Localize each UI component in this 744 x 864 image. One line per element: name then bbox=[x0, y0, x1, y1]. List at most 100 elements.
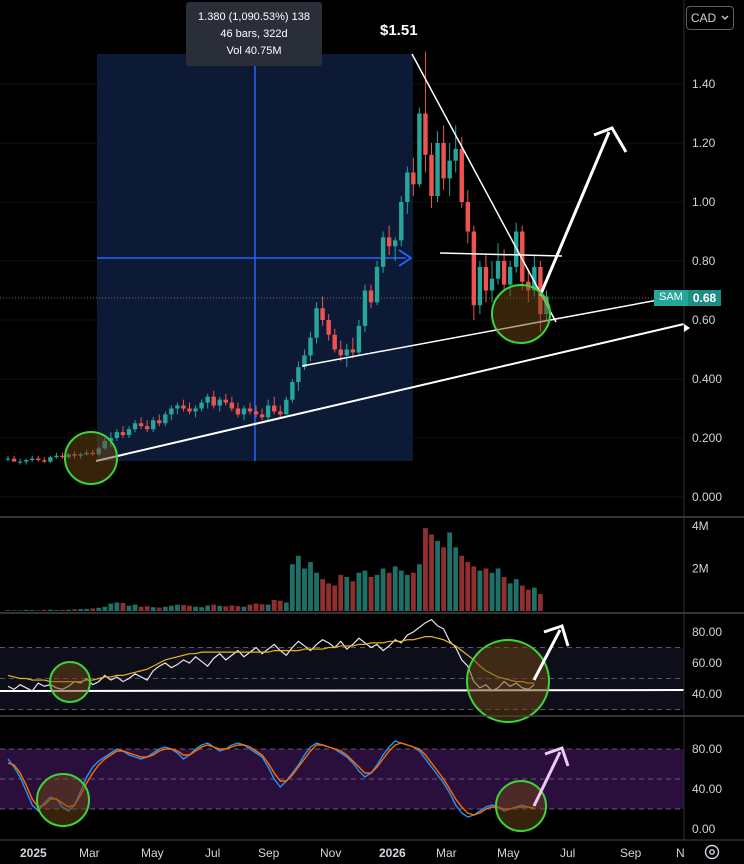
candle-body bbox=[495, 261, 501, 279]
candle-body bbox=[332, 334, 337, 350]
volume-bar bbox=[11, 610, 17, 611]
time-tick-label: 2026 bbox=[379, 846, 406, 860]
stoch-d-line bbox=[7, 742, 535, 816]
volume-bar bbox=[150, 607, 156, 611]
volume-bar bbox=[489, 572, 495, 611]
volume-bar bbox=[362, 570, 368, 611]
candle-body bbox=[54, 455, 59, 458]
candle-body bbox=[144, 426, 150, 430]
time-tick-label: Sep bbox=[258, 846, 280, 860]
volume-bar bbox=[199, 607, 204, 611]
stoch-tick-label: 40.00 bbox=[692, 782, 722, 796]
rsi-tick-label: 80.00 bbox=[692, 625, 722, 639]
candle-body bbox=[405, 172, 410, 202]
candle-body bbox=[483, 266, 489, 291]
volume-bar bbox=[404, 574, 410, 611]
volume-bar bbox=[54, 610, 59, 611]
candle-body bbox=[265, 405, 271, 418]
volume-bar bbox=[156, 607, 162, 611]
volume-bar bbox=[102, 606, 108, 611]
candle-body bbox=[501, 261, 507, 285]
candle-body bbox=[217, 399, 222, 406]
volume-bar bbox=[187, 605, 192, 611]
measure-bars: 46 bars, 322d bbox=[220, 27, 288, 40]
volume-bar bbox=[513, 579, 519, 611]
time-tick-label: Mar bbox=[79, 846, 100, 860]
measure-tooltip: 1.380 (1,090.53%) 138 46 bars, 322d Vol … bbox=[186, 2, 322, 66]
volume-bar bbox=[374, 574, 380, 611]
forecast-arrow-stoch bbox=[532, 751, 562, 807]
candle-body bbox=[114, 432, 120, 438]
candle-body bbox=[223, 399, 228, 403]
time-tick-label: N bbox=[676, 846, 685, 860]
volume-bar bbox=[138, 606, 144, 611]
highlight-circle-1 bbox=[64, 431, 118, 485]
volume-bar bbox=[60, 609, 65, 611]
volume-bar bbox=[5, 610, 11, 611]
candle-body bbox=[411, 172, 416, 185]
candle-body bbox=[362, 290, 368, 326]
volume-bar bbox=[398, 570, 404, 611]
candle-body bbox=[42, 460, 47, 462]
candle-body bbox=[199, 402, 204, 409]
volume-bar bbox=[332, 585, 338, 611]
forecast-arrowhead-rsi-icon bbox=[543, 624, 570, 647]
stoch-axis: 80.00 40.00 0.00 bbox=[692, 742, 722, 836]
volume-bar bbox=[296, 555, 301, 611]
volume-bar bbox=[29, 610, 35, 611]
volume-bar bbox=[181, 605, 186, 611]
candle-body bbox=[108, 438, 114, 441]
candle-body bbox=[338, 349, 343, 356]
price-tick-label: 1.20 bbox=[692, 136, 716, 150]
volume-bar bbox=[253, 603, 259, 611]
candle-body bbox=[344, 349, 349, 356]
volume-bar bbox=[453, 547, 459, 611]
volume-bar bbox=[78, 609, 83, 611]
volume-bar bbox=[441, 547, 446, 611]
time-tick-label: May bbox=[141, 846, 164, 860]
volume-bar bbox=[217, 605, 223, 611]
time-tick-label: Jul bbox=[205, 846, 220, 860]
currency-select[interactable]: CAD bbox=[686, 6, 734, 30]
candle-body bbox=[36, 458, 41, 461]
candle-body bbox=[507, 266, 513, 285]
volume-bar bbox=[84, 608, 90, 611]
candle-body bbox=[48, 457, 53, 462]
rsi-ma-line bbox=[7, 636, 535, 684]
measure-change: 1.380 (1,090.53%) 138 bbox=[198, 10, 310, 23]
price-tick-label: 1.40 bbox=[692, 77, 716, 91]
gear-icon[interactable] bbox=[702, 842, 722, 862]
volume-bar bbox=[417, 564, 422, 611]
highlight-circle-stoch-left bbox=[36, 773, 90, 827]
candle-body bbox=[465, 202, 470, 232]
candle-body bbox=[308, 337, 313, 356]
time-tick-label: Sep bbox=[620, 846, 642, 860]
highlight-circle-2 bbox=[491, 284, 551, 344]
volume-bar bbox=[90, 608, 96, 611]
candle-body bbox=[126, 429, 132, 436]
candle-body bbox=[380, 237, 386, 267]
price-tick-label: 0.400 bbox=[692, 372, 722, 386]
candle-body bbox=[374, 266, 380, 303]
volume-bar bbox=[72, 609, 77, 611]
volume-bar bbox=[175, 604, 180, 611]
price-axis[interactable]: 0.000 0.200 0.400 0.60 0.80 1.00 1.20 1.40 bbox=[692, 77, 722, 504]
rsi-axis: 80.00 60.00 40.00 bbox=[692, 625, 722, 701]
candle-body bbox=[175, 405, 180, 409]
volume-bar bbox=[483, 568, 489, 611]
forecast-arrowhead-icon bbox=[593, 126, 628, 153]
volume-bar bbox=[35, 610, 41, 611]
candle-body bbox=[278, 411, 283, 415]
volume-bar bbox=[465, 562, 471, 611]
stoch-k-line bbox=[7, 740, 535, 818]
time-axis[interactable]: 2025 Mar May Jul Sep Nov 2026 Mar May Jul Sep N bbox=[20, 846, 685, 860]
candle-body bbox=[259, 414, 265, 418]
rsi-line bbox=[7, 618, 535, 692]
candle-body bbox=[247, 408, 253, 412]
support-trendline-long bbox=[95, 323, 685, 462]
stoch-tick-label: 0.00 bbox=[692, 822, 716, 836]
time-tick-label: May bbox=[497, 846, 520, 860]
volume-tick-label: 2M bbox=[692, 562, 709, 576]
forecast-arrowhead-stoch-icon bbox=[544, 746, 570, 767]
